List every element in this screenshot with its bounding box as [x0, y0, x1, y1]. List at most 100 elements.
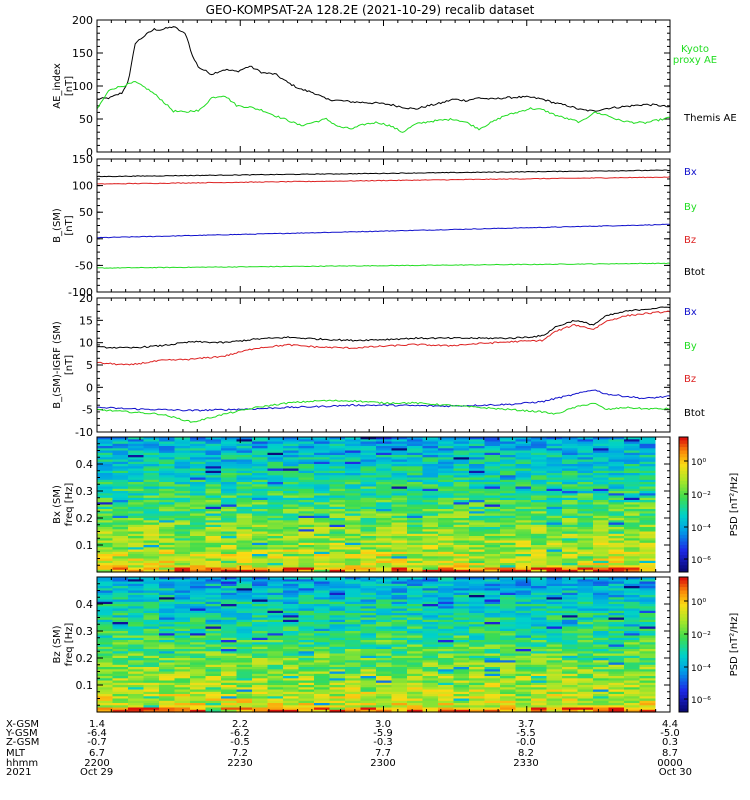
heatmap-cell	[562, 466, 578, 470]
heatmap-cell	[577, 696, 594, 700]
heatmap-cell	[577, 671, 594, 675]
heatmap-cell	[221, 682, 237, 686]
heatmap-cell	[608, 662, 625, 666]
heatmap-cell	[515, 497, 532, 501]
heatmap-cell	[438, 658, 454, 661]
heatmap-cell	[314, 601, 330, 605]
heatmap-cell	[252, 637, 268, 641]
heatmap-cell	[252, 529, 268, 533]
heatmap-cell	[453, 500, 470, 503]
heatmap-cell	[500, 491, 516, 494]
heatmap-cell	[298, 567, 315, 571]
heatmap-cell	[174, 531, 191, 535]
heatmap-cell	[407, 549, 423, 553]
heatmap-cell	[453, 452, 470, 456]
heatmap-cell	[453, 513, 470, 517]
heatmap-cell	[639, 522, 656, 526]
heatmap-cell	[298, 452, 315, 456]
heatmap-cell	[329, 669, 346, 673]
heatmap-cell	[143, 493, 160, 497]
heatmap-cell	[298, 482, 315, 485]
heatmap-cell	[577, 482, 594, 485]
heatmap-cell	[360, 613, 377, 616]
heatmap-cell	[515, 579, 532, 583]
heatmap-cell	[221, 529, 237, 533]
heatmap-cell	[639, 595, 656, 598]
heatmap-cell	[453, 601, 470, 605]
heatmap-cell	[546, 511, 563, 515]
legend-bz: Bz	[684, 235, 696, 246]
heatmap-cell	[205, 633, 222, 637]
heatmap-cell	[453, 439, 470, 443]
heatmap-cell	[438, 482, 454, 485]
heatmap-cell	[500, 533, 516, 537]
heatmap-cell	[391, 610, 408, 614]
heatmap-cell	[329, 533, 346, 537]
heatmap-cell	[515, 446, 532, 449]
heatmap-cell	[593, 640, 609, 643]
heatmap-cell	[112, 615, 129, 619]
heatmap-cell	[267, 597, 284, 601]
heatmap-cell	[128, 653, 144, 657]
heatmap-cell	[112, 558, 129, 562]
heatmap-cell	[624, 606, 640, 610]
heatmap-cell	[345, 529, 361, 533]
heatmap-cell	[159, 660, 175, 664]
heatmap-cell	[97, 662, 113, 666]
colorbar-segment	[679, 534, 688, 539]
heatmap-cell	[422, 640, 439, 643]
heatmap-cell	[236, 468, 253, 472]
heatmap-cell	[438, 640, 454, 643]
heatmap-cell	[267, 700, 284, 704]
heatmap-cell	[236, 691, 253, 695]
heatmap-cell	[500, 667, 516, 670]
heatmap-cell	[438, 506, 454, 510]
heatmap-cell	[515, 455, 532, 458]
heatmap-cell	[267, 687, 284, 691]
heatmap-cell	[174, 651, 191, 655]
heatmap-cell	[267, 520, 284, 524]
heatmap-cell	[391, 452, 408, 456]
heatmap-cell	[608, 606, 625, 610]
heatmap-cell	[174, 491, 191, 494]
heatmap-cell	[531, 583, 547, 587]
heatmap-cell	[205, 558, 222, 562]
heatmap-cell	[267, 608, 284, 612]
heatmap-cell	[190, 560, 206, 564]
heatmap-cell	[639, 520, 656, 524]
heatmap-cell	[639, 698, 656, 702]
heatmap-cell	[283, 595, 299, 598]
heatmap-cell	[128, 691, 144, 695]
heatmap-cell	[314, 567, 330, 571]
heatmap-cell	[221, 497, 237, 501]
heatmap-cell	[298, 691, 315, 695]
heatmap-cell	[639, 608, 656, 612]
heatmap-cell	[562, 468, 578, 472]
heatmap-cell	[453, 556, 470, 560]
heatmap-cell	[484, 655, 501, 659]
heatmap-cell	[298, 554, 315, 557]
heatmap-cell	[205, 475, 222, 479]
heatmap-cell	[329, 477, 346, 481]
heatmap-cell	[252, 497, 268, 501]
heatmap-cell	[453, 685, 470, 688]
heatmap-cell	[407, 673, 423, 677]
heatmap-cell	[608, 500, 625, 503]
heatmap-cell	[128, 588, 144, 592]
heatmap-cell	[205, 506, 222, 510]
heatmap-cell	[314, 644, 330, 648]
heatmap-cell	[314, 705, 330, 709]
heatmap-cell	[484, 635, 501, 639]
heatmap-cell	[531, 615, 547, 619]
heatmap-cell	[174, 680, 191, 684]
heatmap-cell	[314, 579, 330, 583]
heatmap-cell	[205, 579, 222, 583]
heatmap-cell	[174, 495, 191, 499]
heatmap-cell	[484, 606, 501, 610]
heatmap-cell	[112, 608, 129, 612]
heatmap-cell	[515, 687, 532, 691]
heatmap-cell	[469, 524, 485, 528]
heatmap-cell	[143, 658, 160, 661]
heatmap-cell	[252, 542, 268, 546]
heatmap-cell	[624, 515, 640, 519]
